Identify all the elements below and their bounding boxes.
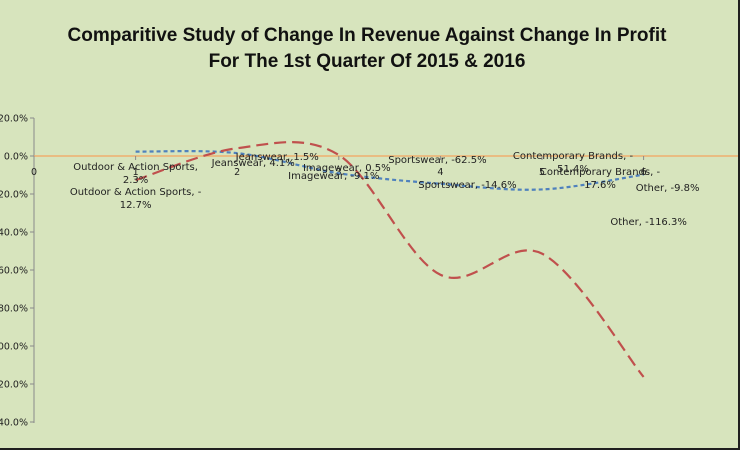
y-axis-ticks: 20.0% 0.0% -20.0% -40.0% -60.0% -80.0% -100.0%…	[0, 114, 34, 429]
data-label: Other, -9.8%	[636, 183, 700, 194]
x-tick-label: 0	[31, 167, 37, 178]
data-label: Imagewear, 0.5%	[303, 163, 391, 174]
data-label: Imagewear, -9.1%	[288, 171, 379, 182]
x-tick-label: 5	[539, 167, 545, 178]
y-tick-label: -80.0%	[0, 304, 28, 315]
data-label: Sportswear, -14.6%	[418, 180, 516, 191]
series-line-2	[135, 141, 645, 378]
y-tick-label: 20.0%	[0, 114, 28, 125]
y-tick-label: -120.0%	[0, 380, 28, 391]
x-tick-label: 6	[641, 167, 647, 178]
x-tick-label: 4	[437, 167, 443, 178]
x-tick-label: 2	[234, 167, 240, 178]
data-label: Sportswear, -62.5%	[388, 155, 486, 166]
y-tick-label: 0.0%	[4, 152, 28, 163]
y-tick-label: -20.0%	[0, 190, 28, 201]
data-label: Outdoor & Action Sports, 2.3%	[73, 162, 198, 186]
y-tick-label: -60.0%	[0, 266, 28, 277]
y-tick-label: -100.0%	[0, 342, 28, 353]
chart-title: Comparitive Study of Change In Revenue A…	[68, 25, 668, 46]
data-label: Outdoor & Action Sports, -12.7%	[70, 187, 202, 211]
x-tick-label: 1	[133, 167, 139, 178]
series-lines	[135, 141, 645, 378]
data-labels: Outdoor & Action Sports, 2.3% Jeanswear, 1…	[70, 151, 700, 228]
data-label: Other, -116.3%	[610, 217, 687, 228]
chart-subtitle: For The 1st Quarter Of 2015 & 2016	[209, 51, 526, 72]
data-label: Jeanswear, 1.5%	[235, 152, 319, 163]
series-line-1	[135, 150, 644, 191]
data-label: Contemporary Brands, -17.6%	[540, 167, 661, 191]
data-label: Jeanswear, 4.1%	[211, 158, 295, 169]
y-tick-label: -40.0%	[0, 228, 28, 239]
y-tick-label: -140.0%	[0, 418, 28, 429]
data-label: Contemporary Brands, -51.4%	[513, 151, 634, 175]
